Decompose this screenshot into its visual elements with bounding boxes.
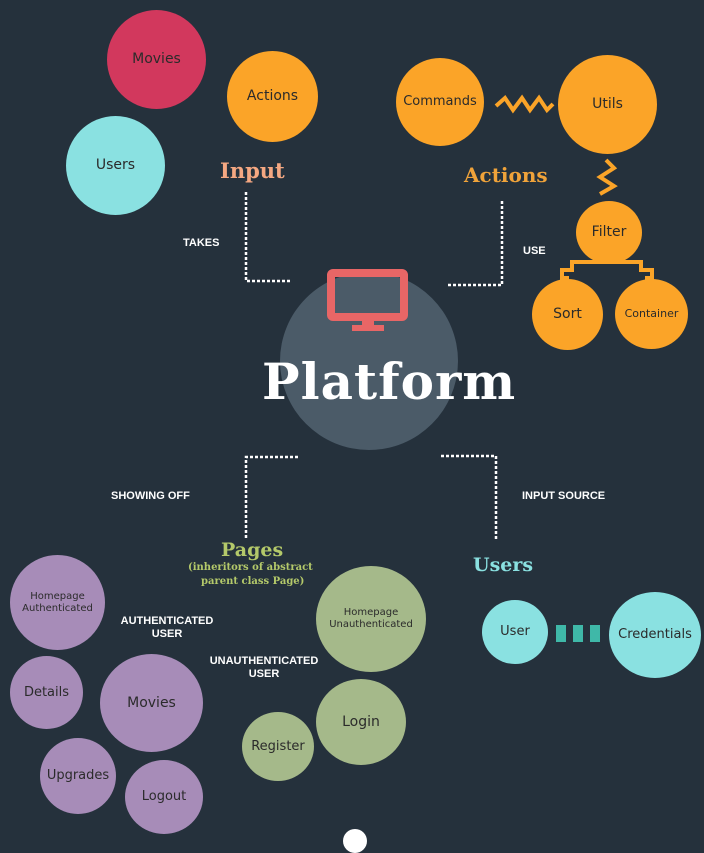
- actions-node-container-label: Container: [624, 307, 679, 321]
- actions-heading: Actions: [464, 163, 548, 187]
- actions-node-utils-label: Utils: [592, 96, 623, 113]
- input-source-label: INPUT SOURCE: [522, 490, 606, 502]
- page-node-register[interactable]: Register: [242, 712, 314, 781]
- input-connector: [244, 192, 291, 283]
- actions-node-utils[interactable]: Utils: [558, 55, 657, 154]
- users-heading: Users: [473, 554, 534, 576]
- homepage-authenticated-line1: Homepage: [30, 590, 85, 602]
- unauthenticated-user-label: UNAUTHENTICATED USER: [206, 655, 322, 681]
- users-node-credentials-label: Credentials: [618, 627, 692, 643]
- users-connector: [441, 454, 498, 540]
- users-node-user[interactable]: User: [482, 600, 548, 664]
- unauthenticated-user-label-line1: UNAUTHENTICATED: [209, 655, 319, 667]
- monitor-icon: [327, 269, 408, 331]
- users-node-user-label: User: [500, 624, 530, 640]
- pages-subheading-line1: (inheritors of abstract: [188, 562, 313, 573]
- actions-node-filter[interactable]: Filter: [576, 201, 642, 264]
- input-node-movies[interactable]: Movies: [107, 10, 206, 109]
- input-node-actions-label: Actions: [246, 88, 299, 105]
- pages-subheading-line2: parent class Page): [201, 576, 305, 587]
- pages-connector: [244, 455, 298, 540]
- page-node-login[interactable]: Login: [316, 679, 406, 765]
- platform-title: Platform: [262, 352, 517, 411]
- user-credentials-link: [556, 625, 600, 642]
- utils-filter-zigzag: [596, 158, 618, 196]
- showing-off-label: SHOWING OFF: [111, 490, 190, 502]
- page-node-login-label: Login: [342, 713, 380, 730]
- users-node-credentials[interactable]: Credentials: [609, 592, 701, 678]
- page-node-upgrades[interactable]: Upgrades: [40, 738, 116, 814]
- input-node-movies-label: Movies: [132, 51, 181, 68]
- takes-label: TAKES: [183, 237, 220, 249]
- actions-node-container[interactable]: Container: [615, 279, 688, 349]
- actions-node-filter-label: Filter: [591, 224, 627, 241]
- use-label: USE: [523, 245, 546, 257]
- unauthenticated-user-label-line2: USER: [248, 668, 280, 681]
- page-node-details[interactable]: Details: [10, 656, 83, 729]
- actions-node-commands-label: Commands: [403, 94, 477, 110]
- pages-heading: Pages: [221, 539, 284, 561]
- platform-circle: [280, 272, 458, 450]
- authenticated-user-label-line1: AUTHENTICATED: [120, 615, 214, 627]
- authenticated-user-label-line2: USER: [151, 628, 183, 641]
- page-node-register-label: Register: [251, 738, 305, 754]
- actions-node-commands[interactable]: Commands: [396, 58, 484, 146]
- page-node-logout-label: Logout: [141, 789, 187, 805]
- page-node-logout[interactable]: Logout: [125, 760, 203, 834]
- page-node-upgrades-label: Upgrades: [46, 768, 110, 784]
- homepage-authenticated-line2: Authenticated: [22, 602, 93, 614]
- homepage-unauthenticated-line1: Homepage: [343, 607, 399, 618]
- authenticated-user-label: AUTHENTICATED USER: [117, 615, 217, 641]
- page-node-homepage-unauthenticated[interactable]: Homepage Unauthenticated: [316, 566, 426, 672]
- input-node-actions[interactable]: Actions: [227, 51, 318, 142]
- input-heading: Input: [220, 158, 285, 183]
- actions-connector: [448, 201, 504, 287]
- input-node-users-label: Users: [95, 157, 136, 174]
- bottom-handle[interactable]: [343, 829, 367, 853]
- commands-utils-zigzag: [494, 94, 555, 114]
- page-node-movies[interactable]: Movies: [100, 654, 203, 752]
- homepage-unauthenticated-line2: Unauthenticated: [329, 619, 413, 630]
- actions-node-sort[interactable]: Sort: [532, 279, 603, 350]
- input-node-users[interactable]: Users: [66, 116, 165, 215]
- page-node-homepage-authenticated[interactable]: Homepage Authenticated: [10, 555, 105, 650]
- page-node-movies-label: Movies: [127, 694, 176, 711]
- page-node-details-label: Details: [23, 684, 70, 700]
- actions-node-sort-label: Sort: [553, 306, 582, 323]
